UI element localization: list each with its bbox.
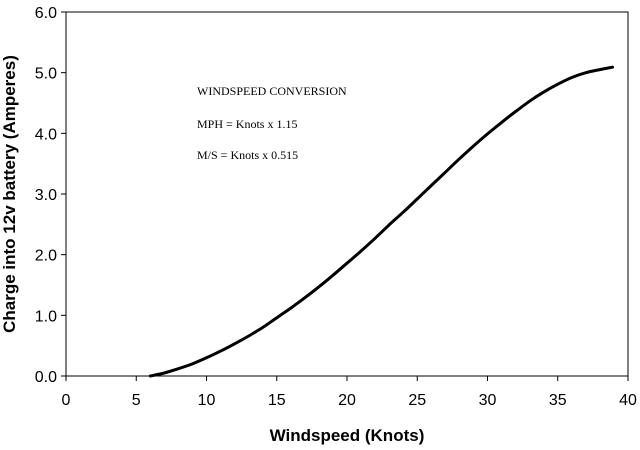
y-tick-label: 1.0 (35, 308, 57, 325)
x-axis-title: Windspeed (Knots) (270, 426, 425, 445)
annotation-mph: MPH = Knots x 1.15 (197, 117, 297, 131)
x-tick-label: 5 (132, 392, 141, 409)
x-axis: 0 5 10 15 20 25 30 35 40 (62, 376, 637, 409)
y-axis-title: Charge into 12v battery (Amperes) (0, 55, 19, 333)
x-tick-label: 30 (479, 392, 497, 409)
y-axis: 0.0 1.0 2.0 3.0 4.0 5.0 6.0 (35, 5, 66, 386)
x-tick-label: 35 (549, 392, 567, 409)
x-tick-label: 40 (619, 392, 637, 409)
x-tick-label: 20 (338, 392, 356, 409)
x-tick-label: 0 (62, 392, 71, 409)
plot-area (65, 11, 629, 377)
y-tick-label: 2.0 (35, 248, 57, 265)
y-tick-label: 6.0 (35, 5, 57, 22)
y-tick-label: 3.0 (35, 187, 57, 204)
y-tick-label: 4.0 (35, 126, 57, 143)
x-tick-label: 15 (268, 392, 286, 409)
annotation-ms: M/S = Knots x 0.515 (197, 148, 298, 162)
y-tick-label: 0.0 (35, 369, 57, 386)
y-tick-label: 5.0 (35, 66, 57, 83)
annotation-title: WINDSPEED CONVERSION (197, 84, 347, 98)
series-line (148, 65, 614, 378)
x-tick-label: 25 (408, 392, 426, 409)
x-tick-label: 10 (198, 392, 216, 409)
